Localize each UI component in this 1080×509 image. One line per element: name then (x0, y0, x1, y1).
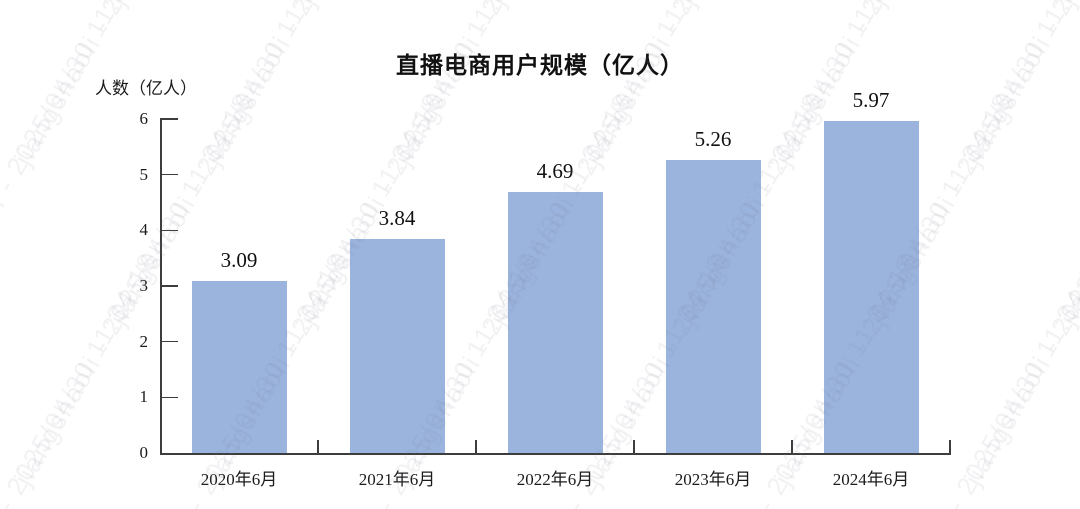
bar-2020年6月 (191, 280, 287, 453)
x-tick-mark (475, 440, 477, 453)
y-tick-mark (160, 396, 178, 399)
watermark-text: jiangshaoli - 2025/04/30 11:34:18 (483, 0, 734, 11)
chart-title: 直播电商用户规模（亿人） (396, 53, 684, 78)
x-tick-mark (317, 440, 319, 453)
y-axis-title: 人数（亿人） (95, 79, 197, 98)
y-tick-label: 6 (139, 109, 149, 128)
bar-2024年6月 (823, 120, 919, 453)
watermark-text: jiangshaoli - 2025/04/30 11:34:18 (103, 0, 354, 11)
x-tick-mark (949, 440, 951, 453)
y-tick-mark (160, 285, 178, 287)
y-tick-label: 0 (139, 443, 149, 462)
watermark-text: jiangshaoli - 2025/04/30 11:34:18 (293, 0, 544, 11)
bar-2021年6月 (349, 239, 445, 453)
y-tick-label: 4 (139, 220, 149, 240)
watermark-text: jiangshaoli - 2025/04/30 11:34:18 (673, 0, 924, 11)
y-tick-mark (160, 340, 178, 343)
y-tick-mark (160, 173, 178, 176)
y-tick-label: 2 (139, 331, 149, 351)
watermark-text: jiangshaoli - 2025/04/30 11:34:18 (388, 0, 639, 171)
watermark-text: jiangshaoli - 2025/04/30 11:34:18 (0, 0, 164, 11)
bar-value-label: 3.84 (378, 206, 416, 231)
y-tick-label: 3 (139, 276, 149, 295)
y-tick-label: 5 (139, 164, 149, 184)
x-tick-label: 2020年6月 (200, 470, 278, 489)
watermark-text: jiangshaoli - 2025/04/30 11:34:18 (1053, 0, 1080, 11)
bar-2023年6月 (665, 160, 761, 453)
watermark-text: jiangshaoli - 2025/04/30 11:34:18 (958, 0, 1080, 171)
x-tick-mark (633, 440, 635, 453)
bar-2022年6月 (507, 191, 603, 453)
watermark-text: jiangshaoli - 2025/04/30 11:34:18 (863, 0, 1080, 11)
x-tick-label: 2021年6月 (358, 470, 436, 489)
x-tick-label: 2023年6月 (674, 470, 752, 489)
watermark-text: jiangshaoli - 2025/04/30 11:34:18 (1053, 247, 1080, 509)
watermark-text: jiangshaoli - 2025/04/30 11:34:18 (198, 0, 449, 171)
y-tick-mark (160, 118, 178, 120)
bar-value-label: 5.26 (694, 127, 732, 152)
bar-value-label: 5.97 (852, 87, 890, 112)
x-tick-label: 2024年6月 (832, 470, 910, 489)
x-axis-line (160, 453, 951, 455)
x-tick-mark (791, 440, 793, 453)
bar-value-label: 3.09 (220, 247, 258, 272)
bar-value-label: 4.69 (536, 158, 574, 183)
watermark-text: jiangshaoli - 2025/04/30 11:34:18 (958, 87, 1080, 491)
x-tick-label: 2022年6月 (516, 470, 594, 489)
y-tick-mark (160, 229, 178, 232)
y-tick-label: 1 (139, 387, 149, 407)
